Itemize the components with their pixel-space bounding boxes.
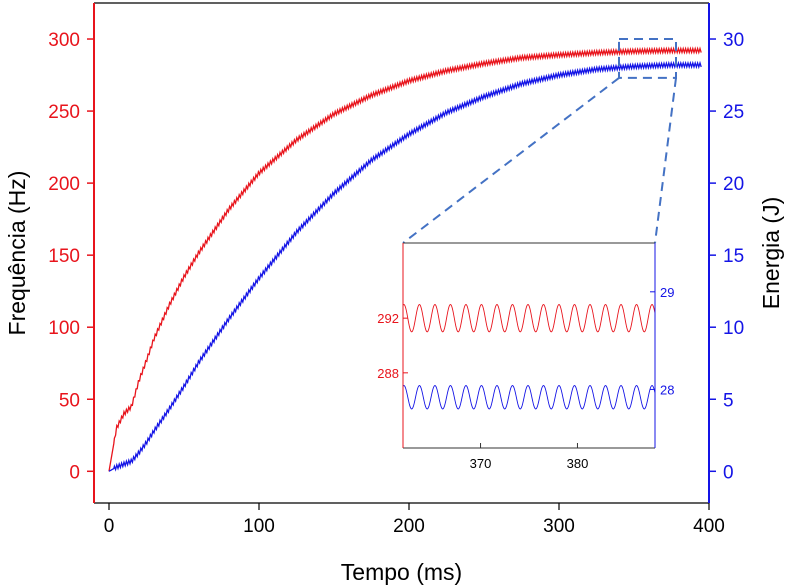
series-line-frequencia bbox=[108, 46, 702, 472]
x-axis-title: Tempo (ms) bbox=[341, 559, 462, 585]
inset-right-tick-label: 28 bbox=[660, 382, 674, 397]
zoom-indicator-group bbox=[402, 38, 677, 244]
x-tick-label: 200 bbox=[393, 516, 425, 537]
y-left-tick-label: 200 bbox=[48, 174, 80, 195]
x-tick-label: 400 bbox=[693, 516, 725, 537]
x-tick-label: 0 bbox=[104, 516, 115, 537]
y-right-axis-title: Energia (J) bbox=[758, 197, 784, 309]
inset-x-tick-label: 370 bbox=[470, 456, 492, 471]
axis-ticks-group: 0 100 200 300 400 0 50 100 150 200 250 300 0 5 10 15 20 2… bbox=[48, 30, 744, 537]
y-right-tick-label: 5 bbox=[723, 390, 734, 411]
y-right-tick-label: 15 bbox=[723, 246, 744, 267]
x-tick-label: 300 bbox=[543, 516, 575, 537]
main-series-group bbox=[108, 46, 702, 472]
y-right-tick-label: 10 bbox=[723, 318, 744, 339]
x-tick-label: 100 bbox=[243, 516, 275, 537]
y-right-tick-label: 25 bbox=[723, 102, 744, 123]
inset-line-frequencia bbox=[402, 303, 656, 333]
zoom-connector-right bbox=[654, 77, 677, 244]
zoom-connector-left bbox=[402, 77, 620, 244]
y-left-tick-label: 100 bbox=[48, 318, 80, 339]
inset-left-tick-label: 292 bbox=[377, 311, 399, 326]
y-left-tick-label: 0 bbox=[69, 462, 80, 483]
inset-right-tick-label: 29 bbox=[660, 285, 674, 300]
y-right-tick-label: 0 bbox=[723, 462, 734, 483]
series-line-energia bbox=[108, 60, 702, 472]
inset-background bbox=[403, 243, 655, 448]
y-left-tick-label: 50 bbox=[59, 390, 80, 411]
plot-frame bbox=[93, 2, 710, 504]
inset-group: 370 380 288 292 28 29 bbox=[377, 242, 674, 471]
axis-titles-group: Tempo (ms) Frequência (Hz) Energia (J) bbox=[4, 171, 784, 585]
inset-x-tick-label: 380 bbox=[567, 456, 589, 471]
y-left-axis-title: Frequência (Hz) bbox=[4, 171, 30, 336]
y-left-tick-label: 300 bbox=[48, 30, 80, 51]
zoom-box bbox=[618, 38, 677, 79]
y-left-tick-label: 250 bbox=[48, 102, 80, 123]
inset-line-energia bbox=[402, 385, 656, 410]
inset-left-tick-label: 288 bbox=[377, 366, 399, 381]
y-left-tick-label: 150 bbox=[48, 246, 80, 267]
y-right-tick-label: 30 bbox=[723, 30, 744, 51]
y-right-tick-label: 20 bbox=[723, 174, 744, 195]
